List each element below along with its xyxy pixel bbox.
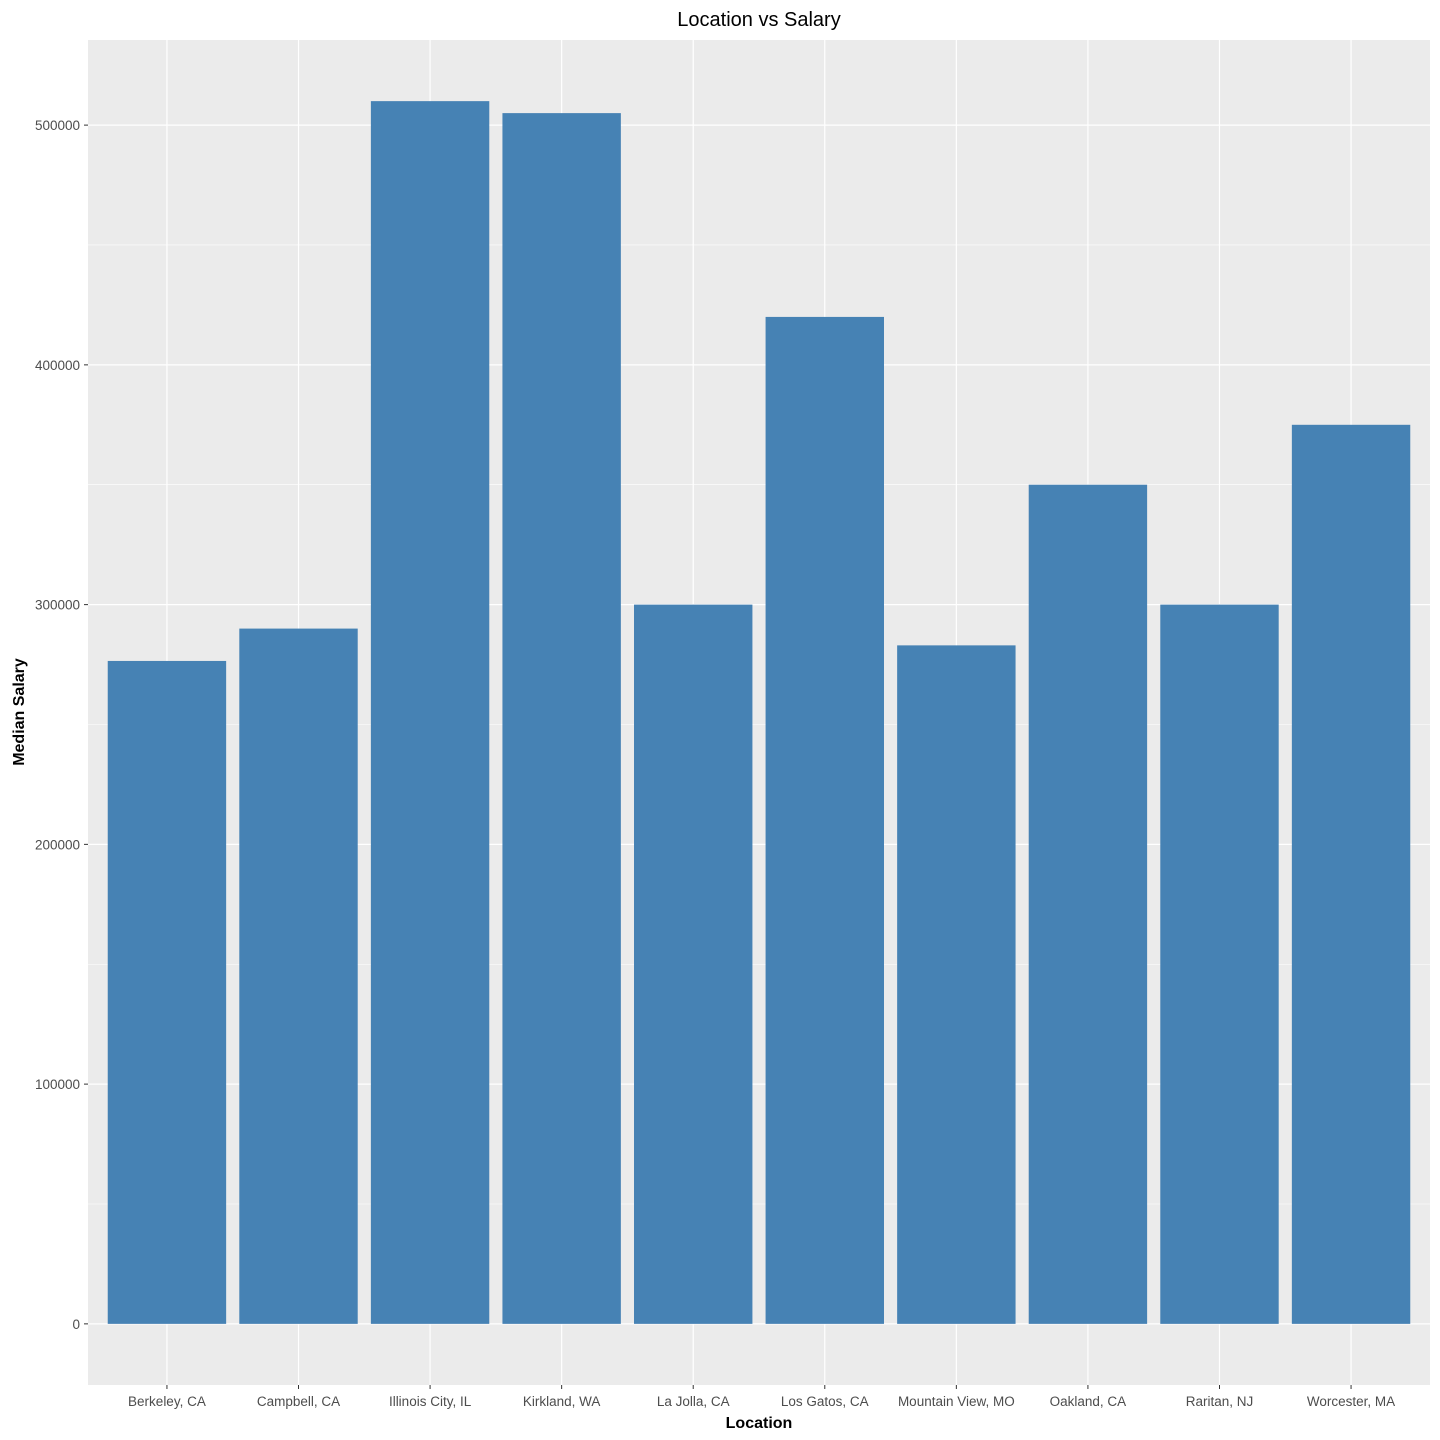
bar <box>1160 604 1279 1324</box>
y-tick-label: 400000 <box>35 358 80 373</box>
x-axis-title: Location <box>726 1415 793 1432</box>
y-tick-label: 0 <box>72 1317 80 1332</box>
bar <box>765 316 884 1324</box>
x-tick-label: Illinois City, IL <box>389 1394 472 1409</box>
bar <box>502 113 621 1324</box>
x-tick-label: Los Gatos, CA <box>781 1394 869 1409</box>
x-tick-label: Berkeley, CA <box>128 1394 206 1409</box>
y-tick-label: 200000 <box>35 837 80 852</box>
x-axis-ticks: Berkeley, CA Campbell, CA Illinois City, I… <box>128 1385 1395 1409</box>
x-tick-label: Worcester, MA <box>1307 1394 1395 1409</box>
y-tick-label: 300000 <box>35 598 80 613</box>
bar <box>370 101 490 1324</box>
y-axis-title: Median Salary <box>11 658 28 766</box>
x-tick-label: Mountain View, MO <box>898 1394 1015 1409</box>
bars <box>107 101 1411 1324</box>
chart-title: Location vs Salary <box>677 9 840 31</box>
x-tick-label: Kirkland, WA <box>523 1394 601 1409</box>
bar <box>1028 484 1148 1324</box>
y-tick-label: 100000 <box>35 1077 80 1092</box>
bar <box>897 645 1016 1324</box>
x-tick-label: Campbell, CA <box>257 1394 340 1409</box>
bar <box>107 660 227 1324</box>
bar <box>239 628 358 1324</box>
bar <box>1291 424 1411 1324</box>
bar <box>634 604 753 1324</box>
y-tick-label: 500000 <box>35 118 80 133</box>
x-tick-label: La Jolla, CA <box>657 1394 730 1409</box>
y-axis-ticks: 0 100000 200000 300000 400000 500000 <box>35 118 88 1332</box>
x-tick-label: Raritan, NJ <box>1186 1394 1254 1409</box>
x-tick-label: Oakland, CA <box>1050 1394 1127 1409</box>
